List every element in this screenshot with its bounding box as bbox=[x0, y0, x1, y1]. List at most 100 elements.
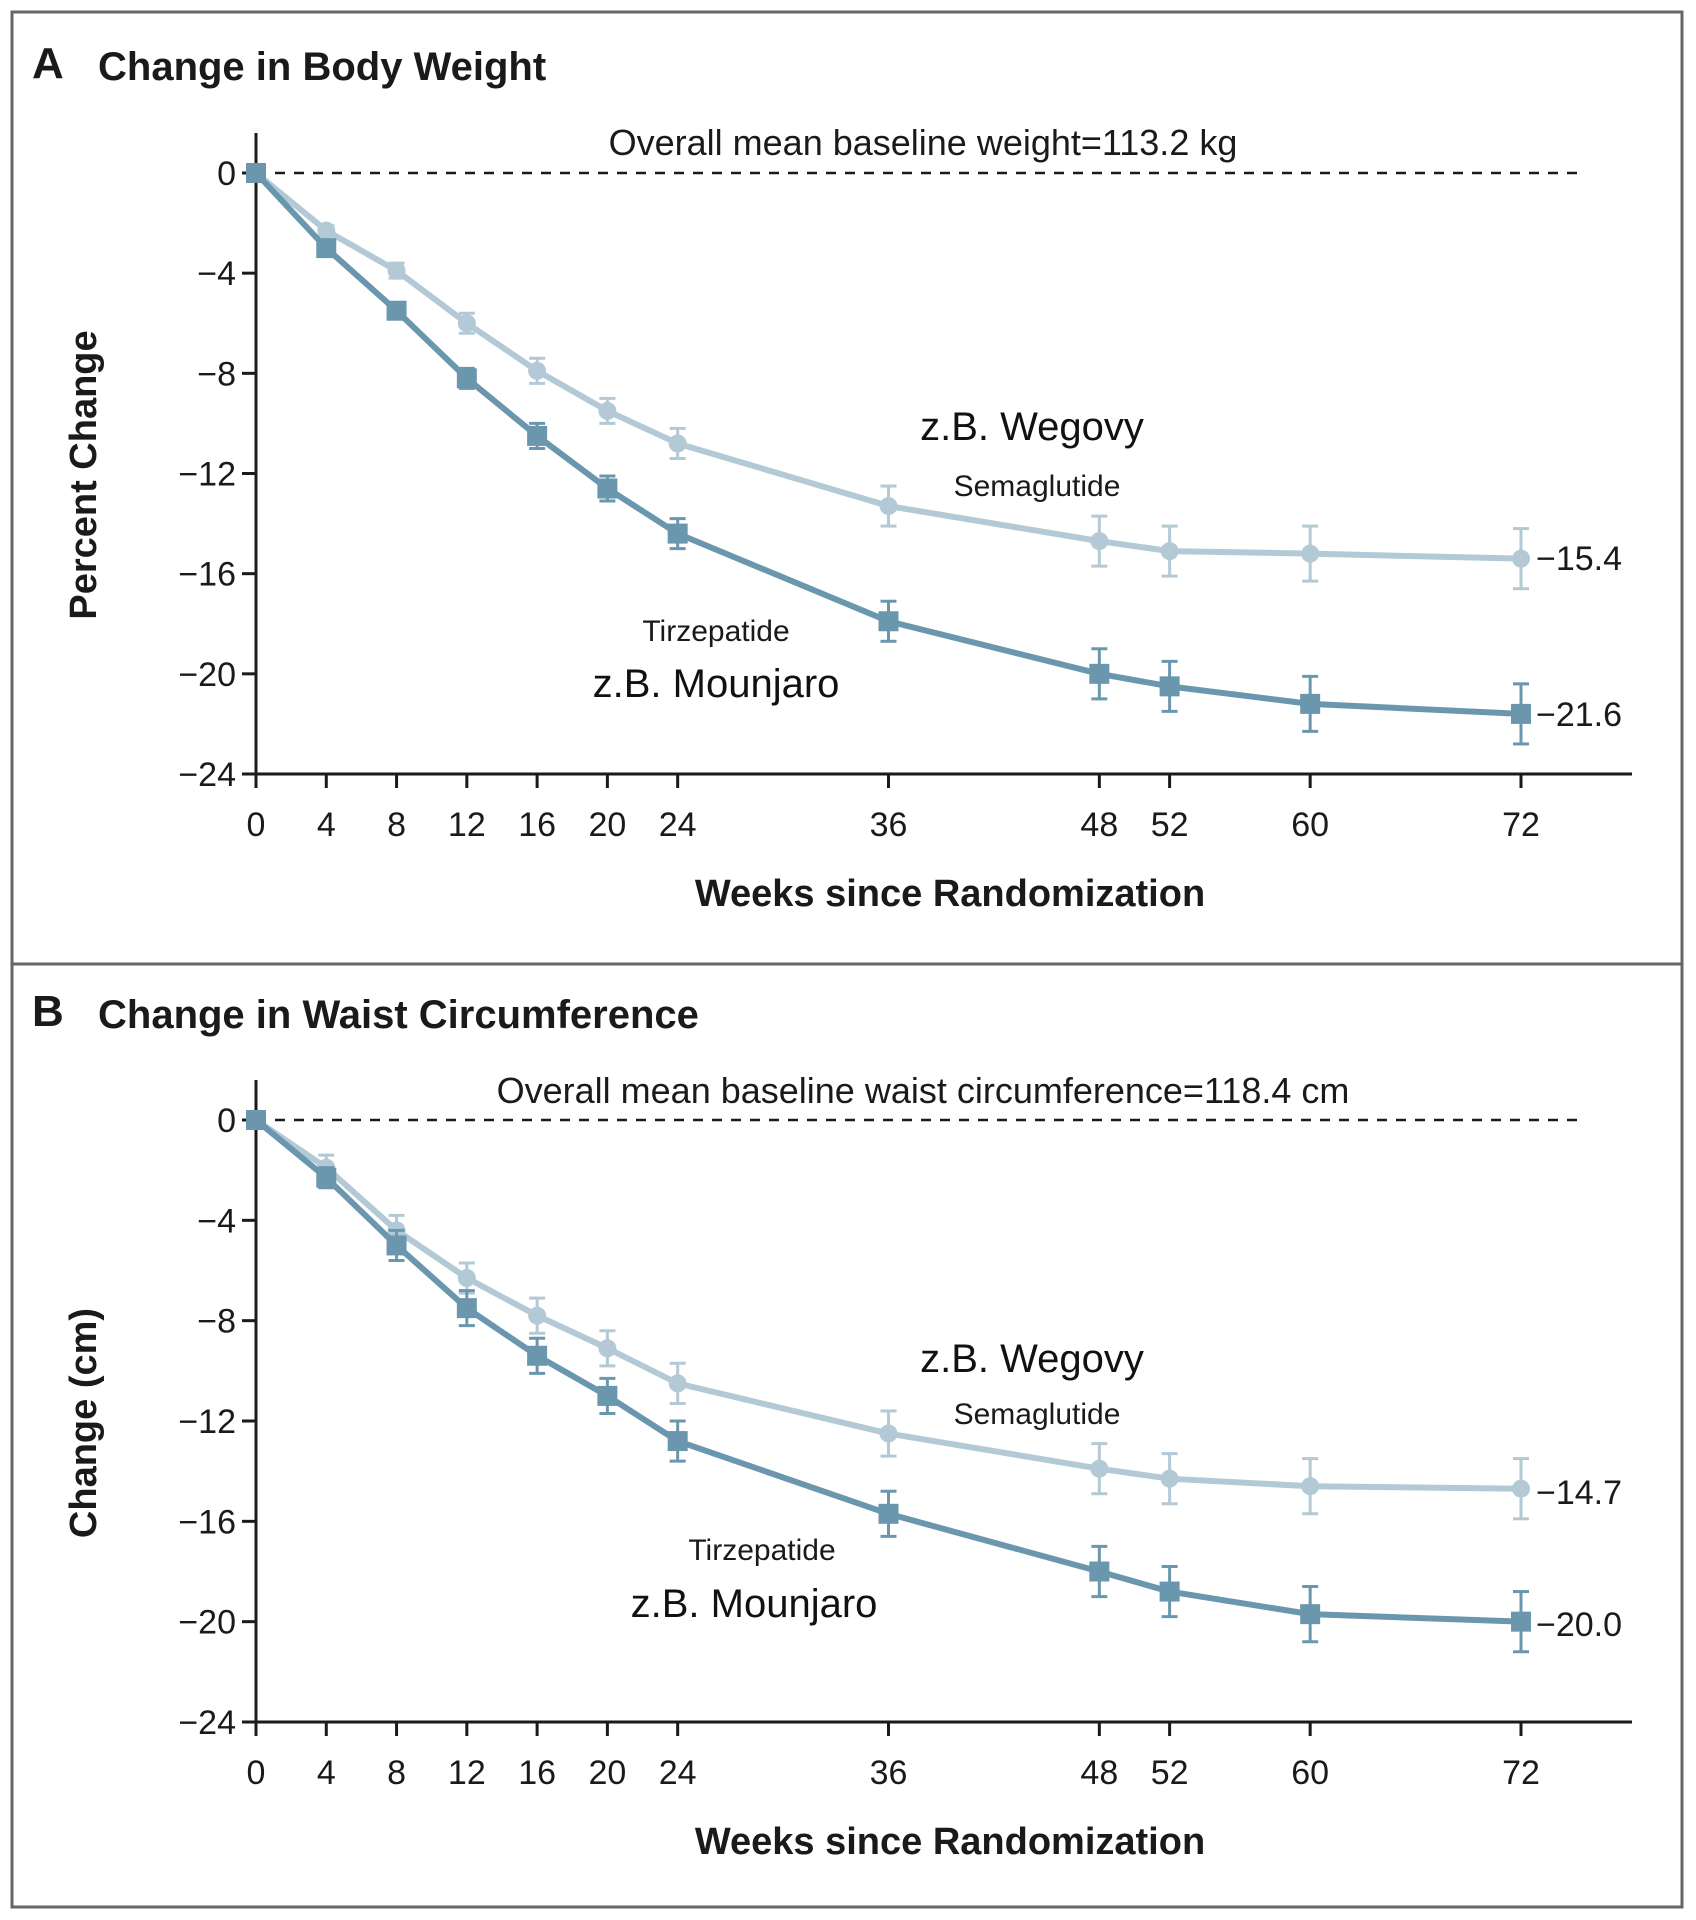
panel-b-x-axis-label: Weeks since Randomization bbox=[695, 1821, 1205, 1863]
series-line-semaglutide bbox=[254, 1117, 1522, 1492]
data-point bbox=[316, 1167, 337, 1188]
data-point bbox=[879, 497, 898, 516]
x-tick-label: 12 bbox=[448, 806, 486, 844]
y-tick-label: −8 bbox=[197, 1303, 236, 1341]
end-label-semaglutide-b: −14.7 bbox=[1536, 1474, 1622, 1512]
x-tick-label: 60 bbox=[1291, 1754, 1329, 1792]
data-point bbox=[246, 163, 266, 183]
data-point bbox=[386, 1235, 407, 1256]
data-point bbox=[527, 425, 548, 446]
data-point bbox=[1301, 1477, 1320, 1496]
data-point bbox=[598, 401, 617, 420]
x-tick-label: 0 bbox=[247, 1754, 266, 1792]
data-point bbox=[456, 368, 477, 389]
data-point bbox=[317, 221, 336, 240]
data-point bbox=[457, 1269, 476, 1288]
panel-a-y-axis-label: Percent Change bbox=[63, 330, 105, 619]
panel-a-baseline-note: Overall mean baseline weight=113.2 kg bbox=[609, 122, 1238, 163]
data-point bbox=[316, 238, 337, 259]
data-point bbox=[246, 1110, 266, 1130]
data-point bbox=[528, 1306, 547, 1325]
data-point bbox=[1160, 1469, 1179, 1488]
data-point bbox=[386, 300, 407, 321]
label-semaglutide-a: Semaglutide bbox=[954, 470, 1121, 503]
y-tick-label: −24 bbox=[178, 1704, 236, 1742]
y-tick-label: −20 bbox=[178, 656, 236, 694]
panel-a-x-axis-label: Weeks since Randomization bbox=[695, 873, 1205, 915]
x-tick-label: 60 bbox=[1291, 806, 1329, 844]
panel-a-title: Change in Body Weight bbox=[98, 45, 546, 89]
x-tick-label: 36 bbox=[870, 806, 908, 844]
y-tick-label: −20 bbox=[178, 1604, 236, 1642]
y-tick-label: 0 bbox=[217, 1102, 236, 1140]
data-point bbox=[1301, 544, 1320, 563]
x-tick-label: 48 bbox=[1080, 1754, 1118, 1792]
data-point bbox=[457, 314, 476, 333]
x-tick-label: 24 bbox=[659, 806, 697, 844]
data-point bbox=[387, 261, 406, 280]
data-point bbox=[878, 1503, 899, 1524]
data-point bbox=[1512, 1479, 1530, 1498]
data-point bbox=[528, 361, 547, 380]
y-tick-label: −12 bbox=[178, 1403, 236, 1441]
end-label-semaglutide-a: −15.4 bbox=[1536, 540, 1622, 578]
end-label-tirzepatide-b: −20.0 bbox=[1536, 1606, 1622, 1644]
x-tick-label: 8 bbox=[387, 806, 406, 844]
data-point bbox=[1159, 1581, 1180, 1602]
series-line-semaglutide bbox=[254, 170, 1522, 562]
figure-border bbox=[10, 10, 1684, 1909]
panel-letter-b: B bbox=[32, 987, 64, 1036]
y-tick-label: 0 bbox=[217, 155, 236, 193]
x-tick-label: 16 bbox=[518, 806, 556, 844]
data-point bbox=[667, 523, 688, 544]
panel-b: B Change in Waist Circumference Overall … bbox=[32, 987, 1632, 1863]
x-tick-label: 12 bbox=[448, 1754, 486, 1792]
data-point bbox=[1160, 542, 1179, 561]
x-tick-label: 0 bbox=[247, 806, 266, 844]
data-point bbox=[1089, 1561, 1110, 1582]
x-tick-label: 52 bbox=[1151, 1754, 1189, 1792]
series-line-tirzepatide bbox=[254, 1117, 1522, 1625]
x-tick-label: 36 bbox=[870, 1754, 908, 1792]
data-point bbox=[527, 1345, 548, 1366]
data-point bbox=[597, 1385, 618, 1406]
x-tick-label: 20 bbox=[588, 806, 626, 844]
label-wegovy-b: z.B. Wegovy bbox=[920, 1337, 1144, 1381]
panel-letter-a: A bbox=[32, 39, 64, 88]
label-tirzepatide-b: Tirzepatide bbox=[688, 1534, 835, 1567]
data-point bbox=[1300, 1604, 1321, 1625]
panel-b-baseline-note: Overall mean baseline waist circumferenc… bbox=[497, 1070, 1350, 1111]
x-tick-label: 4 bbox=[317, 1754, 336, 1792]
data-point bbox=[1511, 1611, 1531, 1632]
label-wegovy-a: z.B. Wegovy bbox=[920, 405, 1144, 449]
data-point bbox=[668, 434, 687, 453]
label-mounjaro-a: z.B. Mounjaro bbox=[593, 662, 840, 706]
data-point bbox=[456, 1298, 477, 1319]
x-tick-label: 72 bbox=[1502, 806, 1540, 844]
panel-b-y-axis-label: Change (cm) bbox=[63, 1308, 105, 1538]
x-tick-label: 72 bbox=[1502, 1754, 1540, 1792]
x-tick-label: 20 bbox=[588, 1754, 626, 1792]
data-point bbox=[667, 1431, 688, 1452]
y-tick-label: −4 bbox=[197, 255, 236, 293]
x-tick-label: 48 bbox=[1080, 806, 1118, 844]
label-semaglutide-b: Semaglutide bbox=[954, 1398, 1121, 1431]
data-point bbox=[1089, 663, 1110, 684]
data-point bbox=[1090, 1459, 1109, 1478]
data-point bbox=[878, 611, 899, 632]
data-point bbox=[1159, 676, 1180, 697]
data-point bbox=[1090, 532, 1109, 551]
panel-b-title: Change in Waist Circumference bbox=[98, 993, 699, 1037]
x-tick-label: 16 bbox=[518, 1754, 556, 1792]
data-point bbox=[668, 1374, 687, 1393]
data-point bbox=[1300, 693, 1321, 714]
label-tirzepatide-a: Tirzepatide bbox=[642, 615, 789, 648]
data-point bbox=[1512, 549, 1530, 568]
y-tick-label: −8 bbox=[197, 355, 236, 393]
panel-a: A Change in Body Weight Overall mean bas… bbox=[32, 39, 1632, 915]
data-point bbox=[879, 1424, 898, 1443]
y-tick-label: −12 bbox=[178, 456, 236, 494]
series-line-tirzepatide bbox=[253, 170, 1522, 717]
y-tick-label: −4 bbox=[197, 1202, 236, 1240]
